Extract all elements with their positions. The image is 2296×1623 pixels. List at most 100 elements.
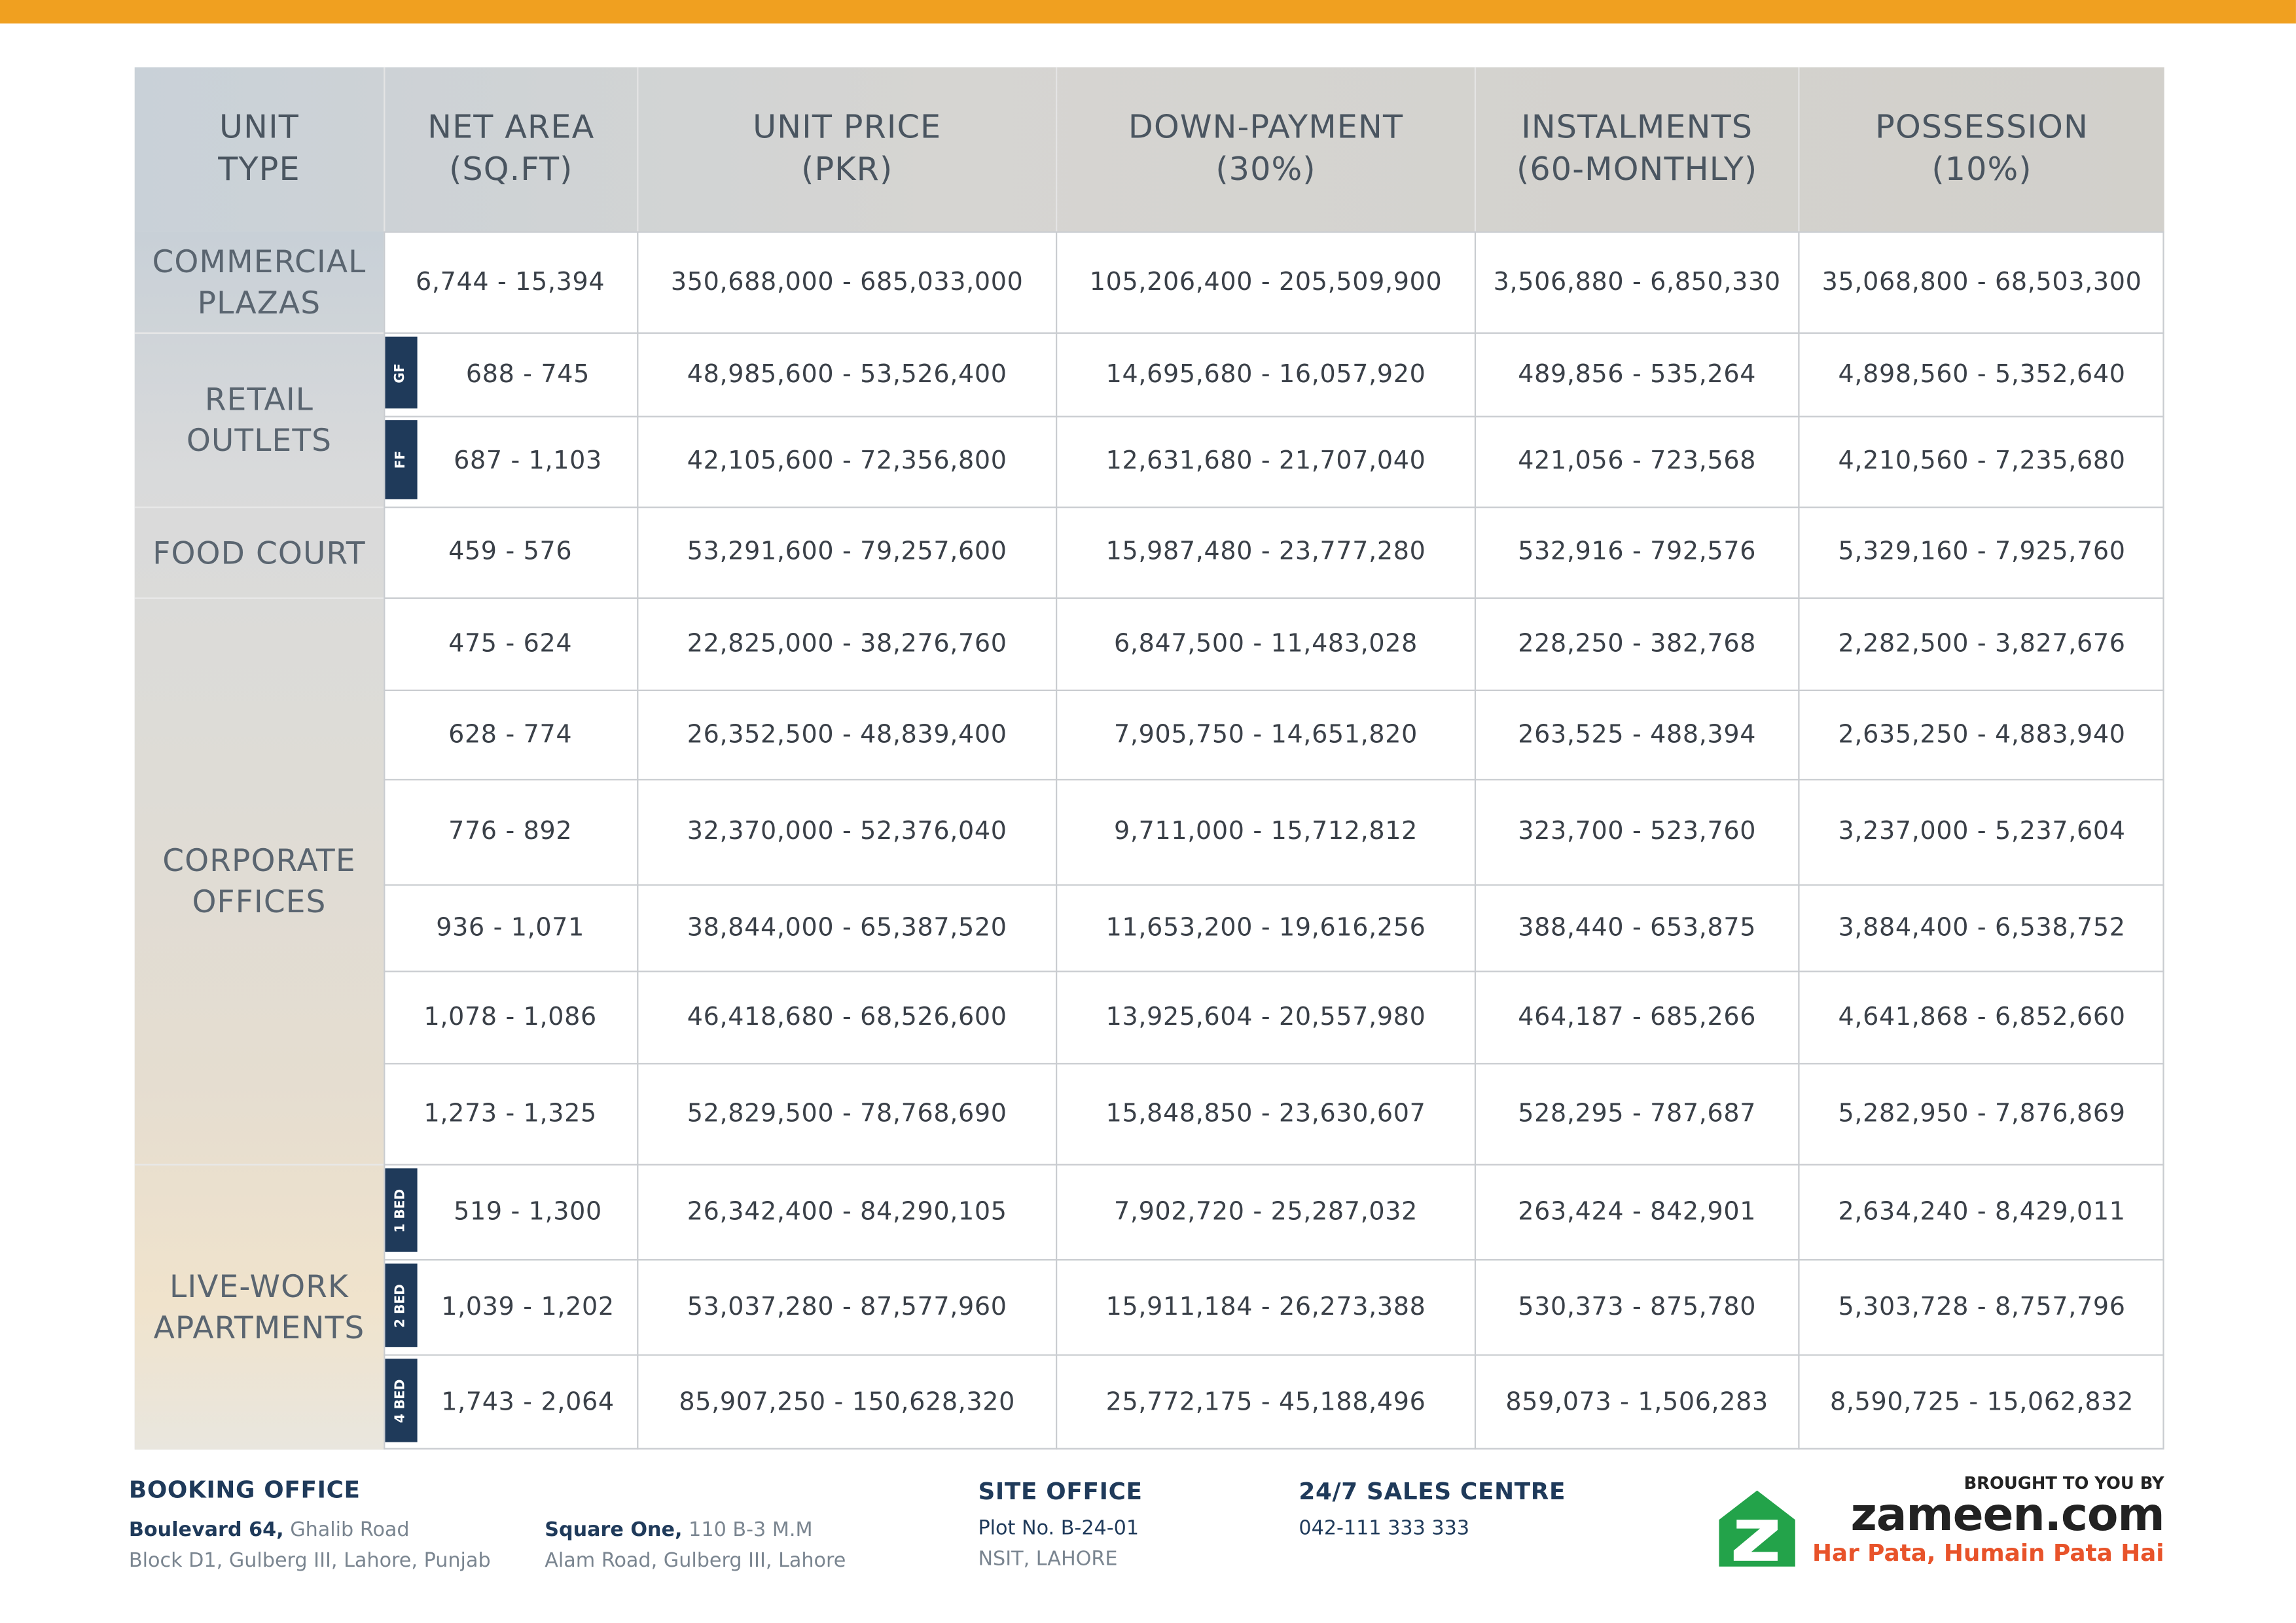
header-line: (10%): [1931, 152, 2032, 189]
unit-type: RETAIL OUTLETS: [134, 332, 384, 507]
brand-slogan: Har Pata, Humain Pata Hai: [1812, 1539, 2164, 1567]
table-cell: 3,237,000 - 5,237,604: [1798, 779, 2164, 885]
table-cell: 14,695,680 - 16,057,920: [1056, 332, 1475, 416]
table-cell: 6,847,500 - 11,483,028: [1056, 597, 1475, 690]
unit-tag: 4 BED: [385, 1359, 418, 1442]
address-line2: Alam Road, Gulberg III, Lahore: [545, 1548, 846, 1573]
table-cell: 13,925,604 - 20,557,980: [1056, 971, 1475, 1063]
address-line: Boulevard 64, Ghalib Road: [129, 1518, 410, 1542]
unit-type-line: PLAZAS: [197, 285, 321, 320]
column-header: UNIT PRICE (PKR): [637, 67, 1056, 232]
table-cell: 475 - 624: [448, 628, 573, 658]
table-cell: 3,884,400 - 6,538,752: [1798, 884, 2164, 971]
unit-type-line: COMMERCIAL: [152, 243, 367, 279]
table-cell: 263,424 - 842,901: [1474, 1164, 1798, 1259]
address-rest: 110 B-3 M.M: [689, 1518, 813, 1542]
row-line: [384, 507, 2164, 508]
header-line: UNIT: [219, 109, 299, 147]
table-cell: 1,039 - 1,202: [441, 1292, 615, 1322]
header-line: NET AREA: [427, 109, 595, 147]
sales-title: 24/7 SALES CENTRE: [1299, 1477, 1566, 1505]
table-cell: 35,068,800 - 68,503,300: [1798, 231, 2164, 332]
header-line: TYPE: [218, 152, 300, 189]
table-cell: 1,273 - 1,325: [423, 1099, 597, 1128]
table-cell: 228,250 - 382,768: [1474, 597, 1798, 690]
table-cell: 530,373 - 875,780: [1474, 1258, 1798, 1355]
address-bold: Boulevard 64,: [128, 1518, 284, 1542]
table-cell: 2,634,240 - 8,429,011: [1798, 1164, 2164, 1259]
table-cell: 1,078 - 1,086: [423, 1002, 597, 1032]
table-cell: 2,282,500 - 3,827,676: [1798, 597, 2164, 690]
table-cell: 936 - 1,071: [436, 912, 585, 942]
unit-type: FOOD COURT: [134, 507, 384, 597]
row-line: [384, 779, 2164, 781]
table-cell: 11,653,200 - 19,616,256: [1056, 884, 1475, 971]
row-line: [384, 884, 2164, 886]
unit-type-line: RETAIL: [204, 382, 314, 418]
table-cell: 53,291,600 - 79,257,600: [637, 507, 1056, 597]
table-cell: 5,303,728 - 8,757,796: [1798, 1258, 2164, 1355]
row-line: [384, 1063, 2164, 1065]
header-line: (30%): [1215, 152, 1316, 189]
table-cell: 52,829,500 - 78,768,690: [637, 1063, 1056, 1164]
table-cell: 15,911,184 - 26,273,388: [1056, 1258, 1475, 1355]
table-cell: 15,987,480 - 23,777,280: [1056, 507, 1475, 597]
unit-tag: FF: [385, 420, 418, 499]
table-cell: 12,631,680 - 21,707,040: [1056, 416, 1475, 507]
table-cell: 32,370,000 - 52,376,040: [637, 779, 1056, 885]
row-line: [384, 231, 2164, 233]
divider: [384, 231, 386, 1450]
table-cell: 26,352,500 - 48,839,400: [637, 689, 1056, 779]
table-cell: 687 - 1,103: [454, 446, 602, 476]
table-cell: 7,902,720 - 25,287,032: [1056, 1164, 1475, 1259]
unit-type-line: LIVE-WORK: [170, 1269, 349, 1305]
column-header: INSTALMENTS (60-MONTHLY): [1474, 67, 1798, 232]
table-cell: 26,342,400 - 84,290,105: [637, 1164, 1056, 1259]
header-line: DOWN-PAYMENT: [1128, 109, 1404, 147]
table-cell: 5,282,950 - 7,876,869: [1798, 1063, 2164, 1164]
header-line: (SQ.FT): [449, 152, 573, 189]
booking-title: BOOKING OFFICE: [128, 1476, 361, 1504]
unit-type-line: OFFICES: [192, 884, 327, 919]
unit-type-bg: [134, 231, 384, 1450]
table-cell: 25,772,175 - 45,188,496: [1056, 1354, 1475, 1450]
zameen-logo-icon: [1719, 1490, 1795, 1567]
unit-type-line: OUTLETS: [186, 423, 332, 459]
header-line: UNIT PRICE: [753, 109, 942, 147]
table-cell: 489,856 - 535,264: [1474, 332, 1798, 416]
site-title: SITE OFFICE: [978, 1477, 1143, 1505]
table-cell: 776 - 892: [448, 817, 573, 847]
table-cell: 3,506,880 - 6,850,330: [1474, 231, 1798, 332]
table-cell: 4,641,868 - 6,852,660: [1798, 971, 2164, 1063]
row-line: [384, 597, 2164, 599]
column-header: POSSESSION (10%): [1798, 67, 2164, 232]
unit-tag: 2 BED: [385, 1263, 418, 1347]
unit-tag: GF: [385, 336, 418, 409]
table-cell: 532,916 - 792,576: [1474, 507, 1798, 597]
unit-type: CORPORATE OFFICES: [134, 597, 384, 1164]
table-cell: 459 - 576: [448, 537, 573, 567]
header-bg: [134, 67, 2164, 232]
table-cell: 859,073 - 1,506,283: [1474, 1354, 1798, 1450]
table-cell: 323,700 - 523,760: [1474, 779, 1798, 885]
row-line: [384, 1354, 2164, 1356]
brand-name: zameen.com: [1850, 1489, 2165, 1542]
table-cell: 4,898,560 - 5,352,640: [1798, 332, 2164, 416]
table-cell: 528,295 - 787,687: [1474, 1063, 1798, 1164]
table-cell: 464,187 - 685,266: [1474, 971, 1798, 1063]
table-cell: 46,418,680 - 68,526,600: [637, 971, 1056, 1063]
table-cell: 263,525 - 488,394: [1474, 689, 1798, 779]
address-line: Square One, 110 B-3 M.M: [545, 1518, 812, 1542]
header-line: POSSESSION: [1875, 109, 2089, 147]
table-cell: 22,825,000 - 38,276,760: [637, 597, 1056, 690]
table-cell: 5,329,160 - 7,925,760: [1798, 507, 2164, 597]
table-cell: 9,711,000 - 15,712,812: [1056, 779, 1475, 885]
header-line: (60-MONTHLY): [1516, 152, 1758, 189]
row-line: [384, 1164, 2164, 1166]
row-line: [384, 332, 2164, 334]
header-line: (PKR): [801, 152, 893, 189]
column-header: DOWN-PAYMENT (30%): [1056, 67, 1475, 232]
table-cell: 628 - 774: [448, 719, 573, 749]
unit-type-line: FOOD COURT: [152, 535, 366, 571]
